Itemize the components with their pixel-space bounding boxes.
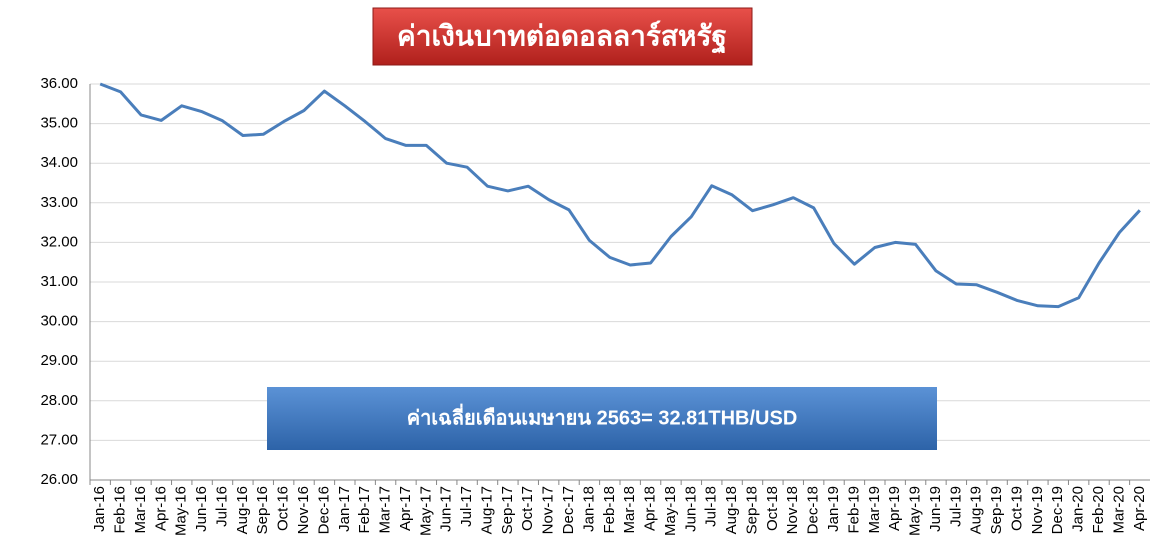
y-tick-label: 34.00 xyxy=(40,154,78,171)
x-tick-label: Jul-16 xyxy=(213,486,230,527)
x-tick-label: Sep-18 xyxy=(743,486,760,534)
x-tick-label: Dec-19 xyxy=(1049,486,1066,534)
x-tick-label: Jul-17 xyxy=(458,486,475,527)
x-tick-label: Sep-19 xyxy=(988,486,1005,534)
y-tick-label: 32.00 xyxy=(40,233,78,250)
y-tick-label: 28.00 xyxy=(40,392,78,409)
annotation: ค่าเฉลี่ยเดือนเมษายน 2563= 32.81THB/USD xyxy=(407,402,798,429)
x-tick-label: Dec-18 xyxy=(805,486,822,534)
x-tick-label: Oct-19 xyxy=(1008,486,1025,531)
x-tick-label: Jan-16 xyxy=(91,486,108,532)
x-tick-label: May-16 xyxy=(173,486,190,536)
x-tick-label: Dec-17 xyxy=(560,486,577,534)
annotation-box xyxy=(267,387,937,450)
x-tick-label: Apr-16 xyxy=(152,486,169,531)
x-tick-label: May-17 xyxy=(417,486,434,536)
x-tick-label: May-18 xyxy=(662,486,679,536)
x-tick-label: Aug-18 xyxy=(723,486,740,534)
x-tick-label: Jan-17 xyxy=(336,486,353,532)
x-tick-label: Jun-16 xyxy=(193,486,210,532)
x-tick-label: Mar-20 xyxy=(1110,486,1127,534)
x-tick-label: Sep-16 xyxy=(254,486,271,534)
x-tick-label: Apr-20 xyxy=(1131,486,1148,531)
y-tick-label: 26.00 xyxy=(40,471,78,488)
x-tick-label: May-19 xyxy=(907,486,924,536)
x-tick-label: Feb-20 xyxy=(1090,486,1107,534)
x-tick-label: Feb-17 xyxy=(356,486,373,534)
x-tick-label: Mar-17 xyxy=(377,486,394,534)
x-tick-label: Jan-20 xyxy=(1070,486,1087,532)
x-tick-label: Dec-16 xyxy=(315,486,332,534)
y-tick-label: 33.00 xyxy=(40,194,78,211)
x-tick-label: Nov-19 xyxy=(1029,486,1046,534)
y-tick-label: 29.00 xyxy=(40,352,78,369)
y-tick-label: 30.00 xyxy=(40,313,78,330)
x-tick-label: Mar-18 xyxy=(621,486,638,534)
x-tick-label: Jun-18 xyxy=(682,486,699,532)
x-tick-label: Apr-19 xyxy=(886,486,903,531)
x-tick-label: Oct-18 xyxy=(764,486,781,531)
y-tick-label: 35.00 xyxy=(40,115,78,132)
x-tick-label: Sep-17 xyxy=(499,486,516,534)
x-tick-label: Feb-16 xyxy=(112,486,129,534)
y-tick-label: 36.00 xyxy=(40,75,78,92)
data-line xyxy=(99,82,1141,309)
x-tick-label: Mar-16 xyxy=(132,486,149,534)
x-tick-label: Aug-19 xyxy=(968,486,985,534)
x-tick-label: Jul-19 xyxy=(947,486,964,527)
x-tick-label: Jun-17 xyxy=(438,486,455,532)
x-tick-label: Nov-18 xyxy=(784,486,801,534)
x-tick-label: Apr-18 xyxy=(642,486,659,531)
x-tick-label: Oct-17 xyxy=(519,486,536,531)
x-tick-label: Jun-19 xyxy=(927,486,944,532)
x-tick-label: Mar-19 xyxy=(866,486,883,534)
x-tick-label: Apr-17 xyxy=(397,486,414,531)
x-tick-label: Feb-19 xyxy=(845,486,862,534)
title-box xyxy=(372,7,753,66)
x-tick-label: Nov-17 xyxy=(540,486,557,534)
y-tick-label: 27.00 xyxy=(40,431,78,448)
chart-title: ค่าเงินบาทต่อดอลลาร์สหรัฐ xyxy=(397,20,727,54)
x-tick-label: Feb-18 xyxy=(601,486,618,534)
x-tick-label: Jan-18 xyxy=(580,486,597,532)
y-tick-label: 31.00 xyxy=(40,273,78,290)
x-tick-label: Jan-19 xyxy=(825,486,842,532)
x-tick-label: Aug-16 xyxy=(234,486,251,534)
x-tick-label: Oct-16 xyxy=(275,486,292,531)
x-tick-label: Jul-18 xyxy=(703,486,720,527)
x-tick-label: Nov-16 xyxy=(295,486,312,534)
x-tick-label: Aug-17 xyxy=(478,486,495,534)
